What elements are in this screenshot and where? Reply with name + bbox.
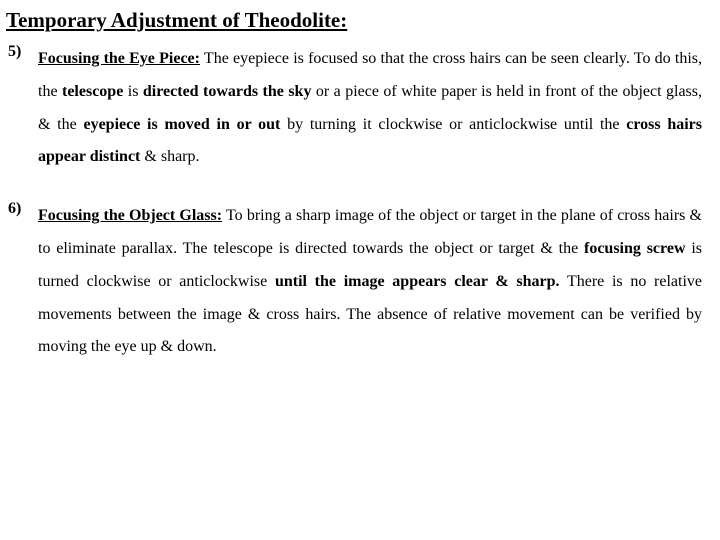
item-lead: Focusing the Eye Piece: bbox=[38, 50, 200, 67]
page-title: Temporary Adjustment of Theodolite: bbox=[6, 8, 702, 33]
list-item: 6) Focusing the Object Glass: To bring a… bbox=[6, 200, 702, 364]
text-run: is bbox=[123, 83, 143, 100]
bold-run: until the image appears clear & sharp. bbox=[275, 273, 560, 290]
text-run: by turning it clockwise or anticlockwise… bbox=[280, 116, 626, 133]
item-number: 5) bbox=[6, 43, 38, 174]
item-body: Focusing the Eye Piece: The eyepiece is … bbox=[38, 43, 702, 174]
bold-run: telescope bbox=[62, 83, 123, 100]
list-item: 5) Focusing the Eye Piece: The eyepiece … bbox=[6, 43, 702, 174]
bold-run: eyepiece is moved in or out bbox=[83, 116, 280, 133]
item-number: 6) bbox=[6, 200, 38, 364]
item-lead: Focusing the Object Glass: bbox=[38, 207, 222, 224]
document-page: Temporary Adjustment of Theodolite: 5) F… bbox=[0, 0, 720, 408]
bold-run: focusing screw bbox=[584, 240, 686, 257]
bold-run: directed towards the sky bbox=[143, 83, 312, 100]
text-run: & sharp. bbox=[140, 148, 199, 165]
item-body: Focusing the Object Glass: To bring a sh… bbox=[38, 200, 702, 364]
